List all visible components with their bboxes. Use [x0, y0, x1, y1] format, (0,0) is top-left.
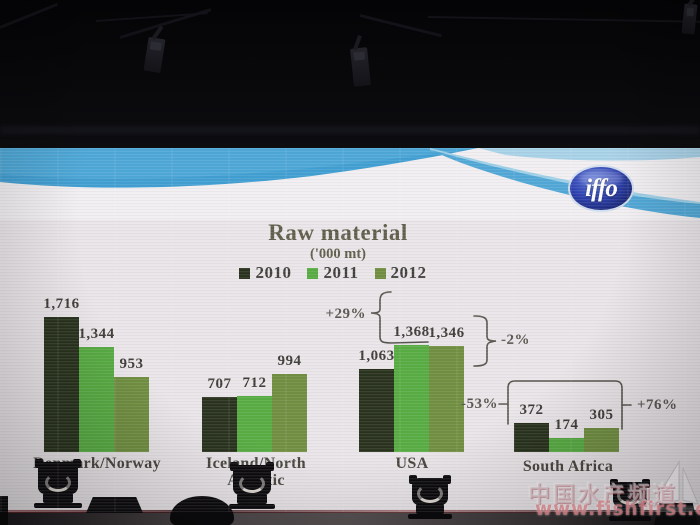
bar-group-iceland-north-atlantic: 707 712 994 — [202, 148, 308, 452]
bar-group-usa: 1,063 1,368 1,346 — [358, 148, 465, 452]
bar-2010: 1,063 — [358, 348, 394, 452]
light-feet — [408, 514, 452, 519]
lens-reflection — [45, 473, 71, 492]
legend-item-2010: 2010 — [239, 263, 291, 283]
bar-value-label: 1,716 — [43, 296, 80, 312]
legend-label: 2012 — [390, 263, 427, 282]
truss-beam — [427, 16, 700, 23]
bar-value-label: 953 — [119, 356, 144, 372]
bar-group-denmark-norway: 1,716 1,344 953 — [43, 148, 150, 452]
light-feet — [229, 504, 275, 509]
bar-2012: 305 — [584, 407, 619, 452]
bar-group-south-africa: 372 174 305 — [514, 148, 620, 452]
bar-value-label: 707 — [207, 376, 232, 392]
annotation-sa-drop: -53% — [461, 396, 498, 412]
annotation-usa-drop: -2% — [501, 332, 530, 348]
hanging-light-fixture — [681, 3, 698, 35]
light-base — [616, 506, 644, 516]
moving-head-light — [609, 479, 651, 521]
legend-swatch-2010 — [239, 268, 251, 279]
distant-truss-band — [0, 126, 700, 134]
hanging-light-fixture — [350, 47, 371, 87]
equipment-silhouette — [0, 496, 8, 525]
bar-2011: 174 — [549, 417, 584, 452]
bar-value-label: 994 — [277, 353, 302, 369]
bar-2012: 953 — [114, 356, 149, 452]
iffo-logo: iffo — [568, 165, 634, 212]
fixture-lens — [353, 51, 366, 61]
bar-value-label: 372 — [519, 402, 544, 418]
legend-item-2012: 2012 — [374, 263, 427, 283]
chart-subtitle: ('000 mt) — [310, 246, 366, 262]
legend-item-2011: 2011 — [307, 263, 358, 283]
truss-beam — [119, 8, 212, 39]
iffo-logo-text: iffo — [585, 174, 618, 202]
equipment-silhouette — [654, 503, 698, 525]
hanging-light-fixture — [143, 36, 166, 74]
fixture-lens — [149, 41, 162, 51]
presentation-screen: iffo Raw material ('000 mt) 2010 2011 20… — [0, 148, 700, 512]
bar-2011: 1,368 — [393, 324, 429, 452]
lens-reflection — [417, 484, 443, 503]
bar-value-label: 1,344 — [78, 326, 115, 342]
moving-head-light — [408, 475, 452, 519]
category-label-south-africa: South Africa — [522, 458, 614, 475]
bar-2011: 712 — [237, 375, 272, 452]
bar-2012: 1,346 — [428, 325, 464, 452]
lens-reflection — [617, 486, 643, 505]
stage-edge-strip — [0, 510, 700, 525]
light-feet — [609, 516, 651, 521]
light-head — [35, 459, 81, 494]
light-base — [237, 494, 267, 504]
light-head — [610, 479, 650, 507]
bar-value-label: 1,368 — [393, 324, 430, 340]
annotation-usa-rise: +29% — [325, 306, 366, 322]
ceiling — [0, 0, 700, 148]
chart-legend: 2010 2011 2012 — [0, 263, 666, 283]
annotation-brackets — [370, 291, 632, 430]
lens-reflection — [239, 474, 265, 493]
category-label-usa: USA — [395, 455, 429, 472]
bar-2010: 372 — [514, 402, 549, 452]
light-feet — [34, 503, 82, 508]
equipment-silhouette — [86, 497, 143, 513]
bar-2010: 707 — [202, 376, 237, 452]
audience-head-silhouette — [170, 496, 234, 525]
moving-head-light — [34, 459, 82, 508]
light-head — [409, 475, 451, 505]
bar-value-label: 174 — [554, 417, 579, 433]
bar-2012: 994 — [272, 353, 307, 452]
annotation-sa-rise: +76% — [637, 397, 678, 413]
bar-2011: 1,344 — [78, 326, 114, 452]
bar-value-label: 1,346 — [428, 325, 465, 341]
legend-label: 2010 — [255, 263, 292, 282]
legend-label: 2011 — [323, 263, 359, 282]
truss-beam — [0, 2, 59, 29]
bar-2010: 1,716 — [43, 296, 79, 452]
legend-swatch-2011 — [307, 268, 319, 279]
light-base — [42, 493, 74, 503]
bar-value-label: 712 — [242, 375, 267, 391]
light-head — [230, 462, 274, 495]
legend-swatch-2012 — [374, 268, 386, 279]
bar-value-label: 305 — [589, 407, 614, 423]
bar-value-label: 1,063 — [358, 348, 395, 364]
chart-title: Raw material — [268, 220, 408, 245]
moving-head-light — [229, 462, 275, 509]
fixture-lens — [686, 7, 695, 17]
light-base — [416, 504, 444, 514]
